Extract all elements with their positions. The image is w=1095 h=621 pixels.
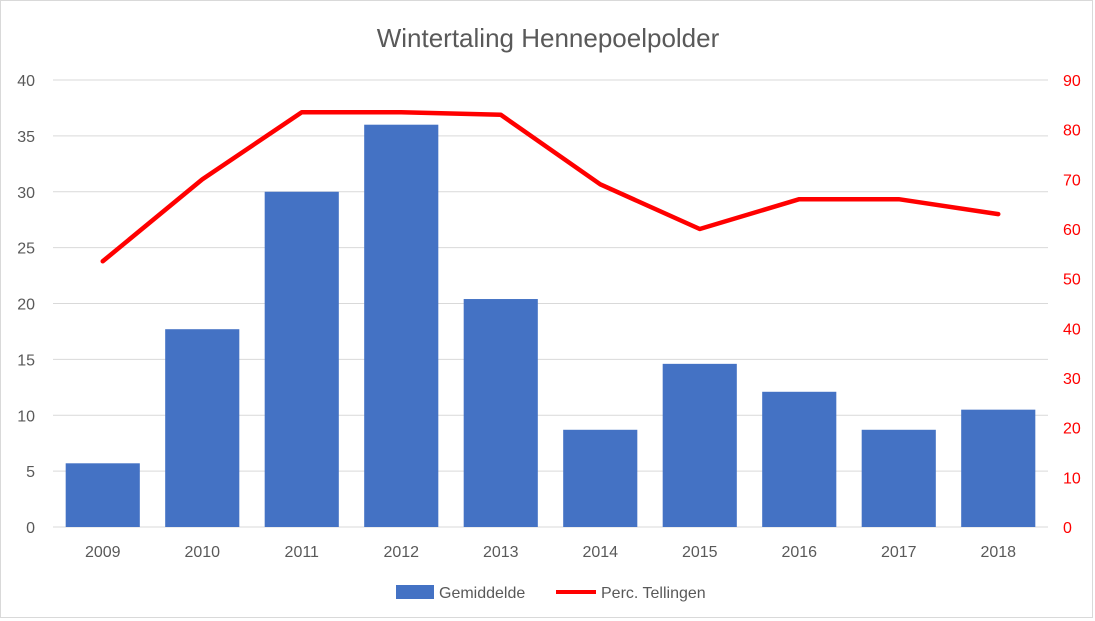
x-tick-label: 2012 bbox=[383, 544, 419, 561]
left-tick-label: 15 bbox=[17, 352, 35, 369]
legend-swatch-gemiddelde bbox=[396, 585, 434, 599]
bar-2011 bbox=[265, 192, 339, 527]
right-tick-label: 10 bbox=[1063, 470, 1081, 487]
chart-title: Wintertaling Hennepoelpolder bbox=[377, 23, 720, 53]
left-tick-label: 20 bbox=[17, 297, 35, 314]
line-perc-tellingen bbox=[103, 112, 999, 261]
legend-label-gemiddelde: Gemiddelde bbox=[439, 585, 525, 602]
x-tick-label: 2017 bbox=[881, 544, 917, 561]
bar-2009 bbox=[66, 463, 140, 527]
right-tick-label: 30 bbox=[1063, 371, 1081, 388]
left-tick-label: 10 bbox=[17, 408, 35, 425]
left-tick-label: 40 bbox=[17, 73, 35, 90]
left-axis: 0 5 10 15 20 25 30 35 40 bbox=[17, 73, 35, 537]
bar-series bbox=[66, 125, 1036, 527]
legend: Gemiddelde Perc. Tellingen bbox=[396, 585, 706, 602]
right-tick-label: 0 bbox=[1063, 520, 1072, 537]
left-tick-label: 0 bbox=[26, 520, 35, 537]
right-tick-label: 50 bbox=[1063, 272, 1081, 289]
x-tick-label: 2014 bbox=[582, 544, 618, 561]
bar-2018 bbox=[961, 410, 1035, 527]
x-tick-label: 2009 bbox=[85, 544, 121, 561]
x-axis: 2009 2010 2011 2012 2013 2014 2015 2016 2017 2018 bbox=[85, 544, 1016, 561]
x-tick-label: 2010 bbox=[184, 544, 220, 561]
x-tick-label: 2013 bbox=[483, 544, 519, 561]
x-tick-label: 2016 bbox=[781, 544, 817, 561]
bar-2015 bbox=[663, 364, 737, 527]
bar-2013 bbox=[464, 299, 538, 527]
right-tick-label: 90 bbox=[1063, 73, 1081, 90]
left-tick-label: 5 bbox=[26, 464, 35, 481]
bar-2014 bbox=[563, 430, 637, 527]
x-tick-label: 2015 bbox=[682, 544, 718, 561]
x-tick-label: 2018 bbox=[980, 544, 1016, 561]
left-tick-label: 30 bbox=[17, 185, 35, 202]
bar-2017 bbox=[862, 430, 936, 527]
bar-2012 bbox=[364, 125, 438, 527]
right-tick-label: 40 bbox=[1063, 321, 1081, 338]
left-tick-label: 35 bbox=[17, 129, 35, 146]
right-axis: 0 10 20 30 40 50 60 70 80 90 bbox=[1063, 73, 1081, 537]
right-tick-label: 70 bbox=[1063, 172, 1081, 189]
bar-2010 bbox=[165, 329, 239, 527]
right-tick-label: 60 bbox=[1063, 222, 1081, 239]
line-series bbox=[103, 112, 999, 261]
bar-2016 bbox=[762, 392, 836, 527]
x-tick-label: 2011 bbox=[285, 544, 320, 561]
right-tick-label: 20 bbox=[1063, 421, 1081, 438]
left-tick-label: 25 bbox=[17, 241, 35, 258]
legend-label-perc-tellingen: Perc. Tellingen bbox=[601, 585, 706, 602]
right-tick-label: 80 bbox=[1063, 123, 1081, 140]
